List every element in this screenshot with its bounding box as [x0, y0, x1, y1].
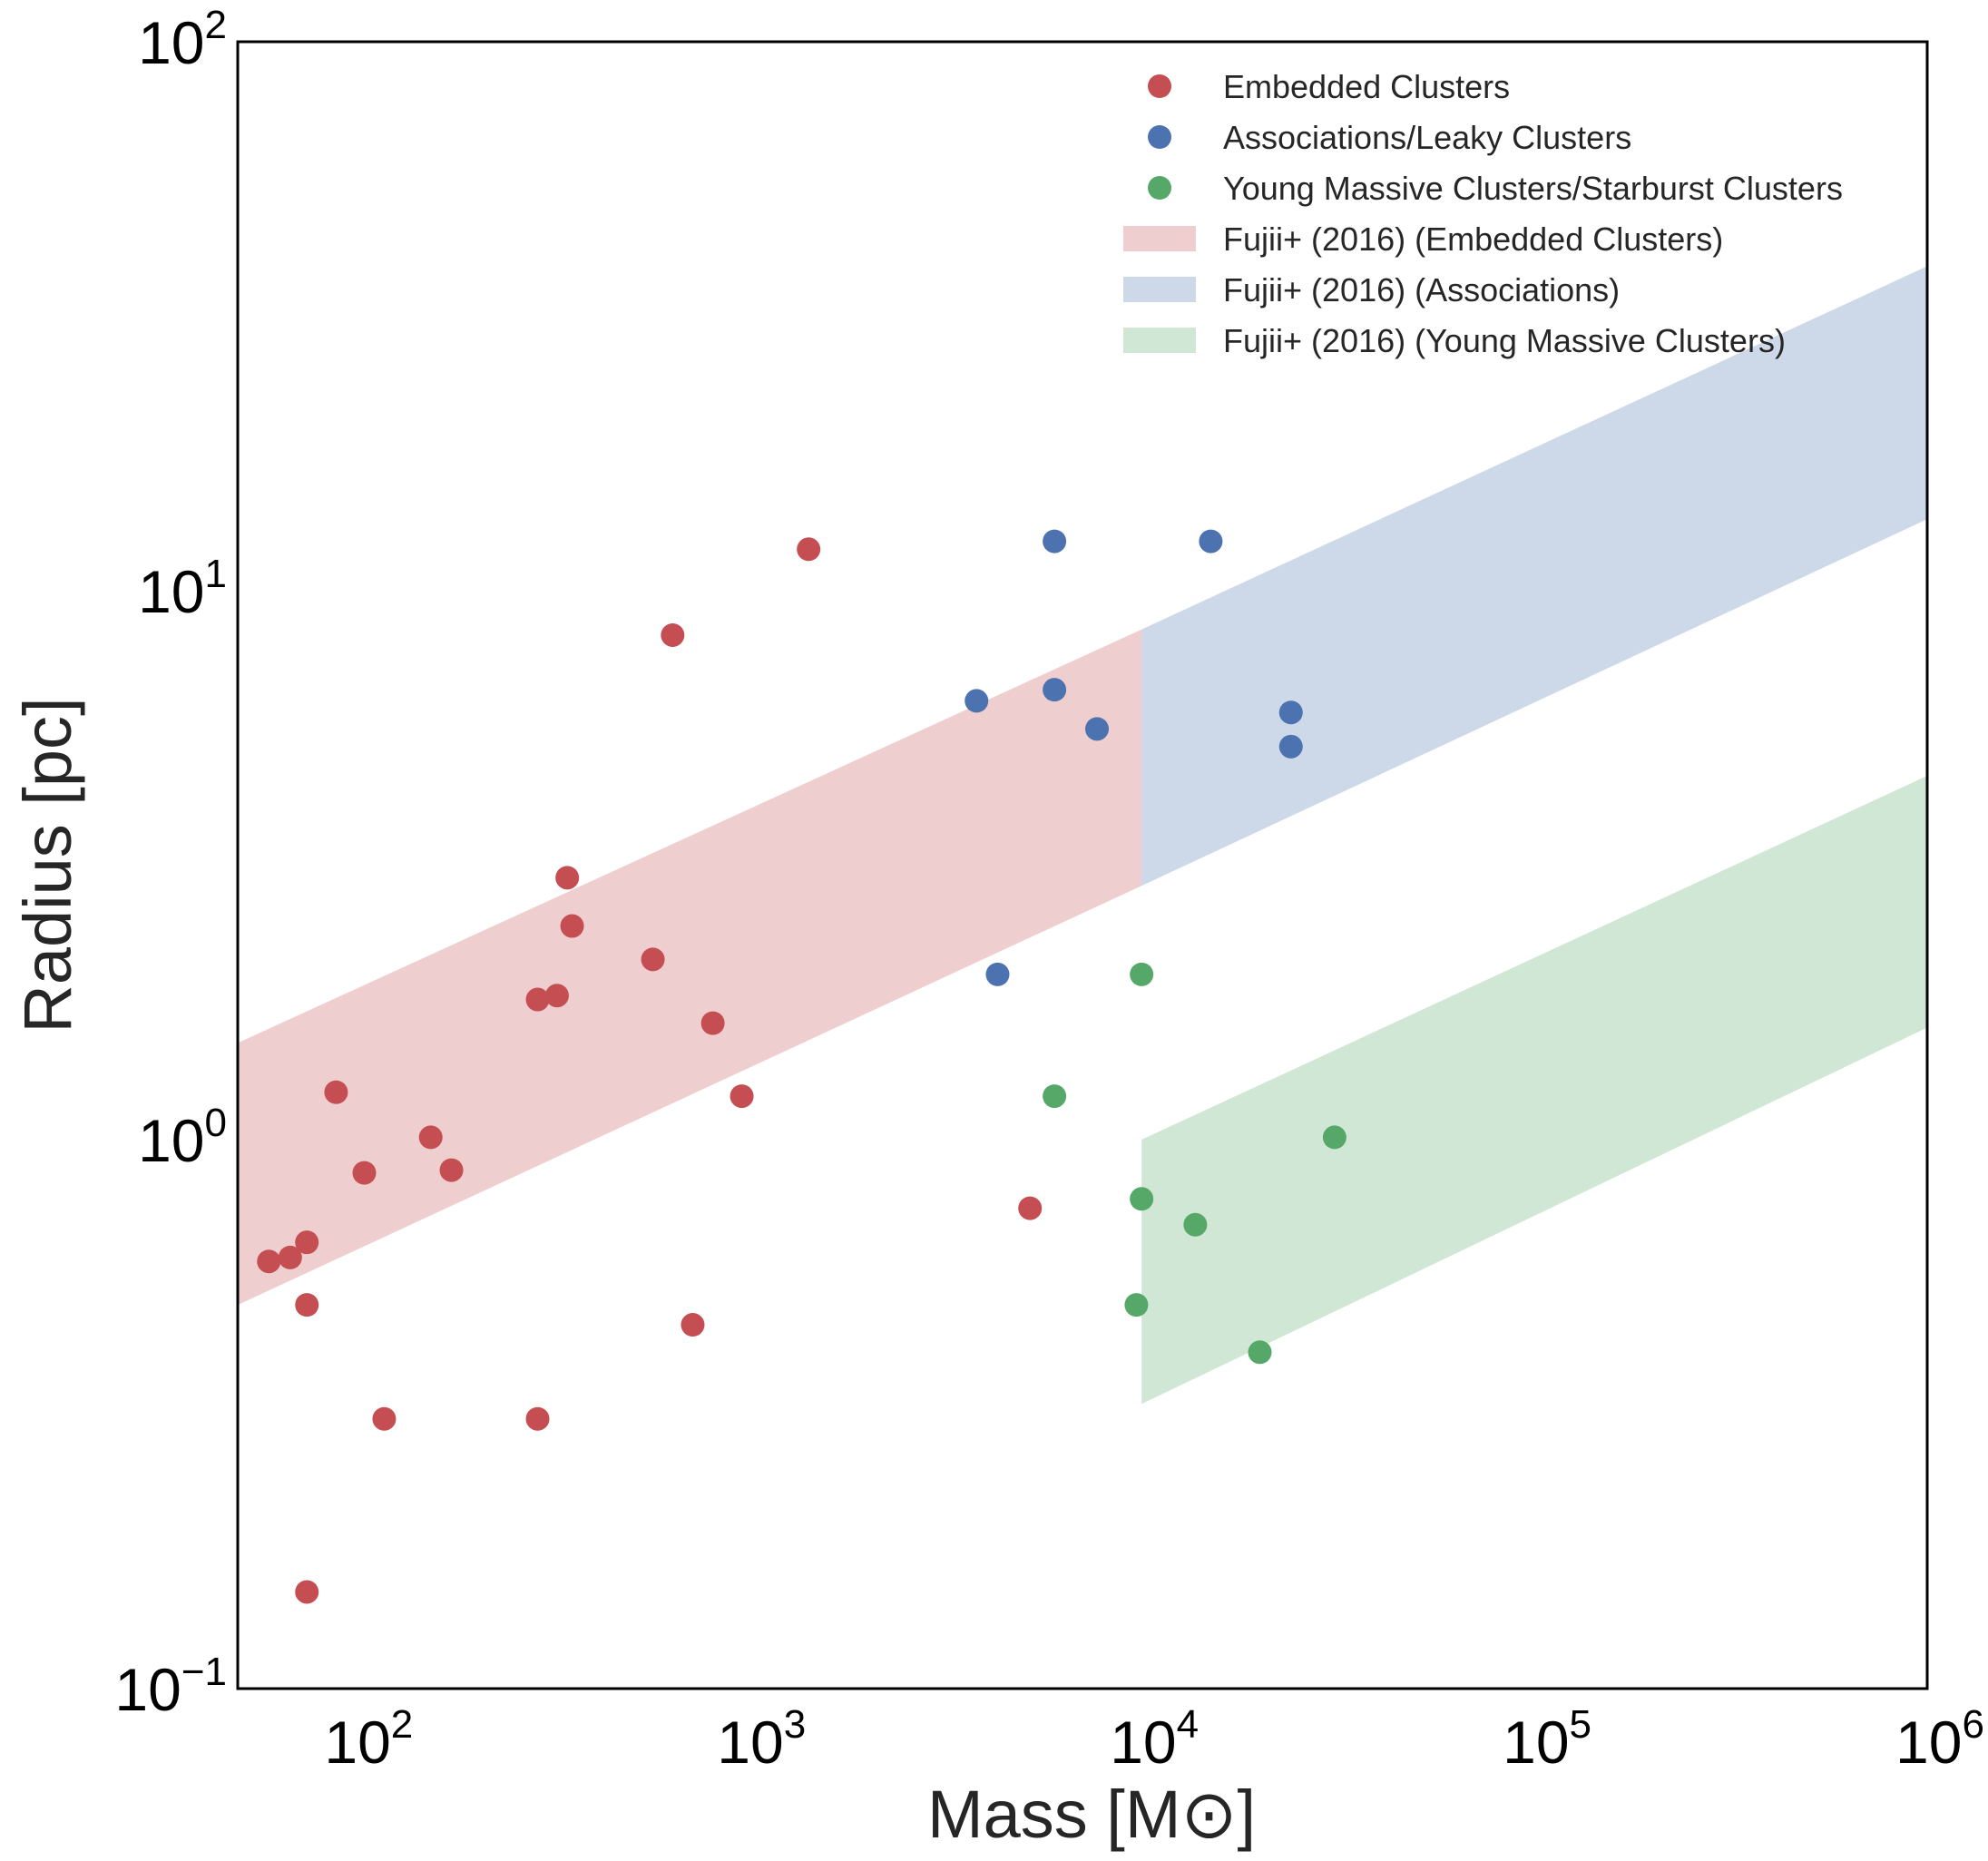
data-point — [730, 1084, 754, 1109]
data-point — [324, 1080, 348, 1104]
data-point — [1043, 678, 1067, 702]
data-point — [352, 1161, 377, 1185]
data-point — [418, 1125, 443, 1150]
legend-patch — [1123, 277, 1196, 302]
tick-label: 10−1 — [114, 1650, 227, 1723]
data-point — [1043, 1084, 1067, 1109]
data-point — [525, 987, 550, 1012]
legend-label: Young Massive Clusters/Starburst Cluster… — [1223, 170, 1843, 207]
data-point — [278, 1245, 302, 1269]
legend-item-fujii-2016-young-massive-clusters: Fujii+ (2016) (Young Massive Clusters) — [1123, 322, 1786, 359]
data-point — [1278, 734, 1303, 759]
data-point — [1130, 962, 1154, 986]
data-point — [985, 962, 1010, 986]
data-point — [1130, 1187, 1154, 1211]
x-axis-label: Mass [M⊙] — [927, 1777, 1256, 1852]
legend-label: Fujii+ (2016) (Young Massive Clusters) — [1223, 322, 1786, 359]
data-point — [1322, 1125, 1347, 1150]
data-point — [1248, 1340, 1272, 1365]
data-point — [797, 537, 821, 562]
band-fujii-2016-young-massive-clusters — [1141, 776, 1927, 1405]
data-point — [560, 914, 584, 938]
data-point — [681, 1313, 705, 1337]
legend-marker — [1148, 125, 1171, 149]
legend: Embedded Clusters Associations/Leaky Clus… — [1123, 68, 1843, 359]
legend-label: Associations/Leaky Clusters — [1223, 119, 1631, 156]
legend-item-fujii-2016-embedded-clusters: Fujii+ (2016) (Embedded Clusters) — [1123, 220, 1723, 258]
data-point — [555, 866, 580, 890]
tick-label: 100 — [138, 1101, 227, 1174]
legend-item-fujii-2016-associations: Fujii+ (2016) (Associations) — [1123, 271, 1620, 309]
series-young-massive-clusters-starburst-clusters — [1043, 962, 1347, 1365]
data-point — [1124, 1293, 1149, 1317]
fujii-bands — [238, 266, 1927, 1405]
legend-patch — [1123, 328, 1196, 353]
tick-label: 102 — [138, 3, 227, 76]
data-point — [700, 1011, 725, 1035]
legend-label: Fujii+ (2016) (Associations) — [1223, 271, 1620, 309]
legend-marker — [1148, 74, 1171, 98]
data-point — [641, 947, 665, 972]
data-point — [965, 689, 989, 713]
legend-marker — [1148, 176, 1171, 200]
legend-item-embedded-clusters: Embedded Clusters — [1148, 68, 1510, 105]
data-point — [257, 1249, 281, 1274]
data-point — [1043, 529, 1067, 553]
tick-label: 105 — [1503, 1702, 1591, 1776]
band-fujii-2016-embedded-clusters — [238, 629, 1142, 1306]
x-axis-ticks: 102 103 104 105 106 — [324, 1702, 1984, 1776]
plot-frame — [236, 40, 1929, 1690]
tick-label: 101 — [138, 552, 227, 625]
legend-patch — [1123, 226, 1196, 251]
data-point — [525, 1406, 550, 1431]
data-point — [544, 984, 569, 1008]
series-associations-leaky-clusters — [965, 529, 1303, 986]
data-point — [1199, 529, 1223, 553]
legend-item-young-massive-clusters-starburst-clusters: Young Massive Clusters/Starburst Cluster… — [1148, 170, 1843, 207]
data-point — [439, 1158, 464, 1182]
data-point — [372, 1406, 397, 1431]
data-point — [1018, 1196, 1043, 1220]
data-point — [295, 1293, 319, 1317]
legend-label: Fujii+ (2016) (Embedded Clusters) — [1223, 220, 1723, 258]
tick-label: 104 — [1110, 1702, 1199, 1776]
data-point — [295, 1580, 319, 1604]
data-point — [1183, 1212, 1208, 1237]
tick-label: 102 — [324, 1702, 413, 1776]
legend-item-associations-leaky-clusters: Associations/Leaky Clusters — [1148, 119, 1631, 156]
y-axis-ticks: 10−1 100 101 102 — [114, 3, 227, 1723]
series-embedded-clusters — [257, 537, 1043, 1604]
legend-label: Embedded Clusters — [1223, 68, 1510, 105]
cluster-points — [257, 529, 1347, 1604]
data-point — [295, 1230, 319, 1255]
data-point — [661, 622, 685, 647]
data-point — [1085, 717, 1110, 741]
data-point — [1278, 700, 1303, 725]
tick-label: 103 — [717, 1702, 806, 1776]
y-axis-label: Radius [pc] — [10, 697, 85, 1033]
band-fujii-2016-associations — [1141, 266, 1927, 886]
tick-label: 106 — [1895, 1702, 1984, 1776]
